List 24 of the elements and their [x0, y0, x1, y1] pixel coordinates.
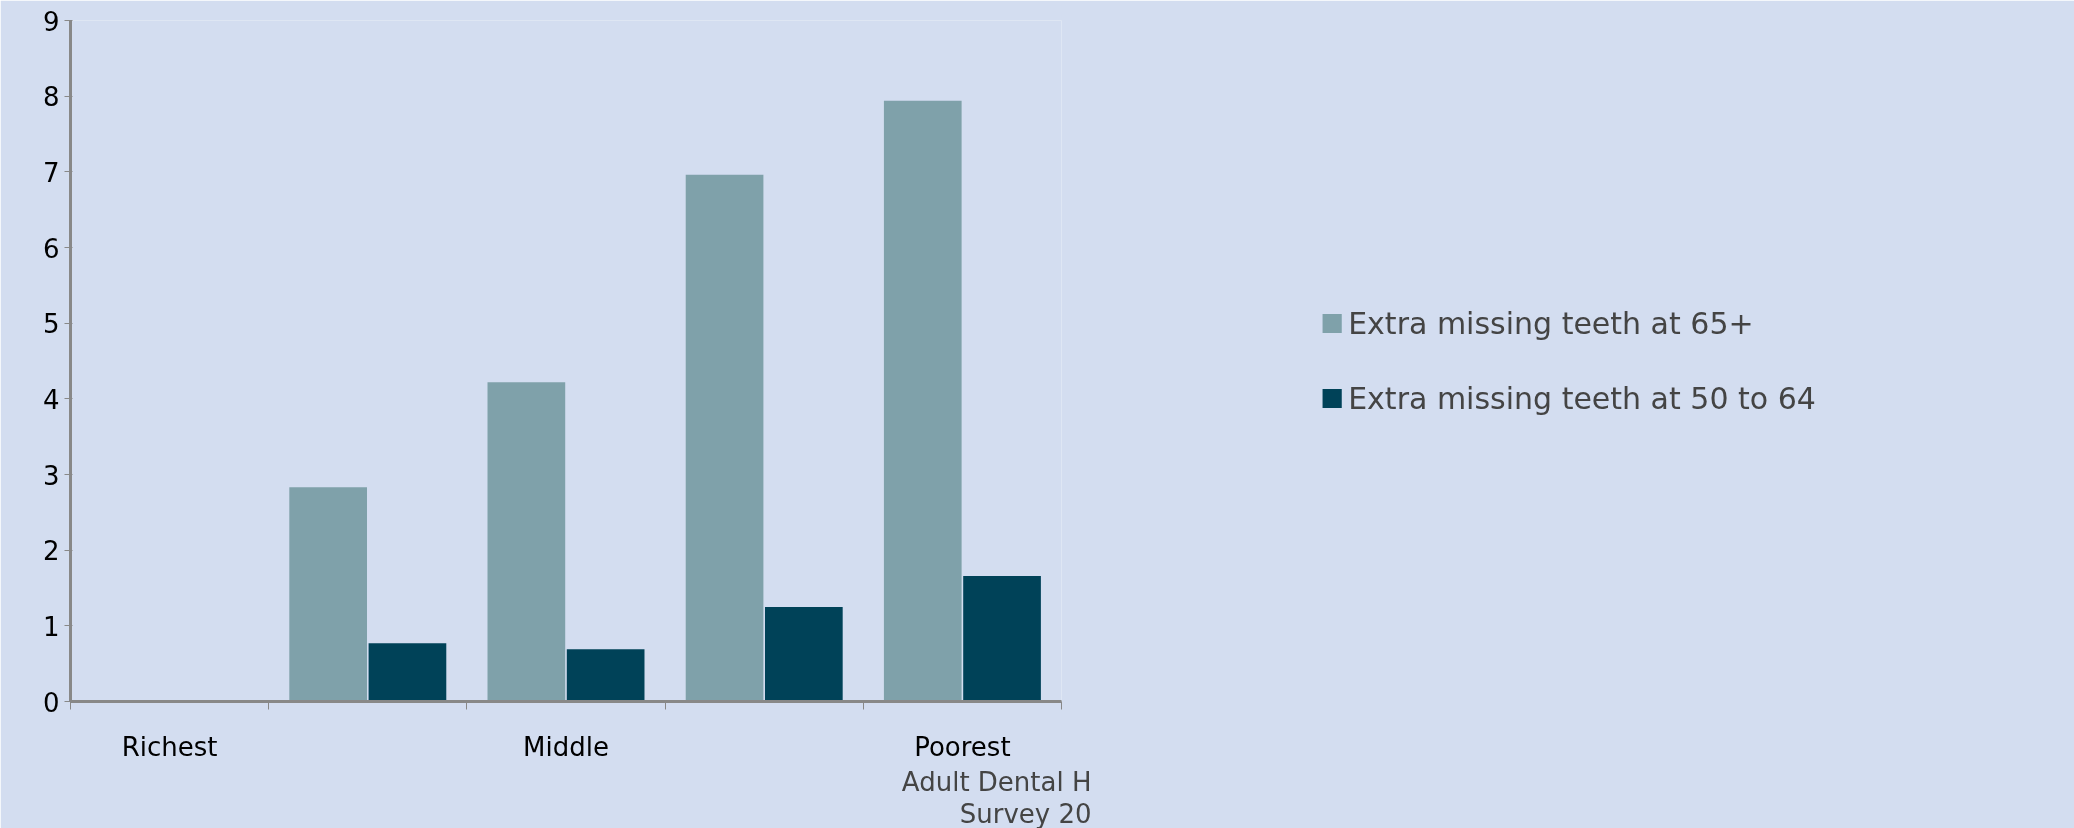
x-tick-label: Richest — [121, 731, 218, 762]
y-tick-label: 8 — [42, 82, 60, 113]
bar — [289, 487, 368, 702]
bar — [685, 174, 764, 702]
y-tick-label: 6 — [42, 233, 60, 264]
x-tick-label: Middle — [523, 731, 609, 762]
y-tick-label: 1 — [42, 611, 60, 642]
bar — [963, 575, 1041, 702]
y-tick-label: 7 — [42, 157, 60, 188]
y-tick-label: 3 — [42, 460, 60, 491]
bar — [566, 649, 645, 702]
bar — [368, 643, 447, 702]
y-tick-label: 5 — [42, 309, 60, 340]
text: Adult Dental H Survey 20 — [901, 766, 1092, 828]
legend-label: Extra missing teeth at 50 to 64 — [1348, 380, 1816, 416]
y-tick-label: 0 — [42, 687, 60, 718]
y-tick-label: 2 — [42, 536, 60, 567]
bar — [764, 606, 843, 702]
y-tick-label: 4 — [42, 384, 60, 415]
bar — [883, 100, 962, 702]
bar — [487, 382, 566, 702]
x-tick-label: Poorest — [914, 731, 1011, 762]
y-tick-label: 9 — [42, 6, 60, 37]
legend-label: Extra missing teeth at 65+ — [1348, 305, 1754, 341]
